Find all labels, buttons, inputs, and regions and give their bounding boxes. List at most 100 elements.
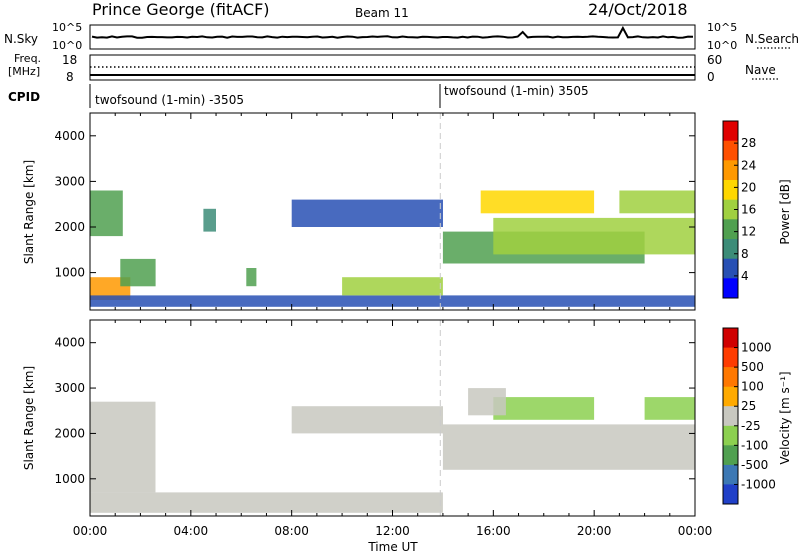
station-title: Prince George (fitACF) [92,0,270,19]
x-tick-label: 00:00 [73,524,108,538]
colorbar-tick-label: -25 [741,419,761,433]
colorbar-segment [723,239,738,260]
colorbar-tick-label: 1000 [741,341,772,355]
x-tick-label: 16:00 [476,524,511,538]
data-region [246,268,257,287]
colorbar-segment [723,464,738,485]
x-axis-label: Time UT [367,540,418,554]
cpid-label: CPID [8,90,40,104]
x-tick-label: 12:00 [375,524,410,538]
data-region [493,217,695,255]
velocity-colorbar: 1000 500 100 25 -25 -100 -500 -1000 [722,327,776,505]
power-panel: 1000 2000 3000 4000 Slant Range [km] 4 8 12 16… [22,112,792,311]
colorbar-tick-label: 25 [741,399,756,413]
data-region [342,277,443,296]
nsky-tick-bottom: 10^0 [52,39,82,52]
colorbar-segment [723,347,738,368]
freq-tick-bottom: 8 [66,70,74,84]
nave-tick-bottom: 0 [707,70,715,84]
cpid-segment-2: twofsound (1-min) 3505 [444,84,589,98]
nsky-label: N.Sky [4,32,38,46]
colorbar-tick-label: -500 [741,458,768,472]
power-x-ticks [89,113,696,310]
beam-label: Beam 11 [355,6,409,20]
colorbar-segment [723,445,738,466]
colorbar-tick-label: -1000 [741,477,776,491]
data-region [644,397,695,420]
data-region [90,492,443,513]
velocity-colorbar-label: Velocity [m s⁻¹] [778,371,792,464]
colorbar-segment [723,258,738,279]
y-tick-label: 2000 [54,220,85,234]
freq-label-line2: [MHz] [8,65,40,78]
colorbar-frame [722,327,739,505]
data-region [291,199,443,227]
nave-tick-top: 60 [707,53,722,67]
data-region [480,190,595,214]
colorbar-segment [723,367,738,388]
power-y-ticks: 1000 2000 3000 4000 [54,129,695,280]
colorbar-segment [723,219,738,240]
y-tick-label: 1000 [54,472,85,486]
nsearch-tick-top: 10^5 [707,21,737,34]
nsearch-tick-bottom: 10^0 [707,39,737,52]
data-region [120,258,156,287]
nave-label: Nave [745,63,776,77]
x-tick-label: 04:00 [174,524,209,538]
colorbar-tick-label: 16 [741,203,756,217]
power-colorbar: 4 8 12 16 20 24 28 [722,120,756,299]
colorbar-tick-label: 24 [741,158,756,172]
colorbar-tick-label: 12 [741,225,756,239]
nsky-panel: N.Sky 10^5 10^0 N.Search 10^5 10^0 [4,21,799,52]
velocity-cells [90,388,695,513]
power-colorbar-label: Power [dB] [778,179,792,244]
data-region [90,190,123,237]
x-tick-label: 20:00 [577,524,612,538]
data-region [90,401,156,493]
colorbar-segment [723,199,738,220]
colorbar-segment [723,140,738,161]
colorbar-segment [723,160,738,181]
nsky-tick-top: 10^5 [52,21,82,34]
data-region [619,190,695,214]
colorbar-segment [723,328,738,349]
data-region [90,295,695,307]
colorbar-tick-label: 28 [741,136,756,150]
colorbar-tick-label: 500 [741,360,764,374]
velocity-x-ticks [89,320,696,516]
y-tick-label: 1000 [54,266,85,280]
y-tick-label: 3000 [54,174,85,188]
y-tick-label: 2000 [54,426,85,440]
colorbar-tick-label: 8 [741,247,749,261]
data-region [203,208,216,232]
y-tick-label: 4000 [54,336,85,350]
y-tick-label: 3000 [54,381,85,395]
y-tick-label: 4000 [54,129,85,143]
colorbar-segment [723,121,738,142]
colorbar-tick-label: 100 [741,380,764,394]
colorbar-segment [723,386,738,407]
colorbar-segment [723,180,738,201]
nsky-series [91,25,694,39]
velocity-x-tick-labels: 00:00 04:00 08:00 12:00 16:00 20:00 00:00 [73,524,713,538]
cpid-segment-1: twofsound (1-min) -3505 [95,93,244,107]
x-tick-label: 00:00 [678,524,713,538]
colorbar-segment [723,425,738,446]
data-region [493,397,595,420]
date-label: 24/Oct/2018 [588,0,688,19]
cpid-row: CPID twofsound (1-min) -3505 twofsound (… [8,84,589,108]
power-y-axis-label: Slant Range [km] [22,160,36,264]
freq-panel: Freq. [MHz] 18 8 60 0 Nave [8,52,780,84]
nsky-frame [89,24,696,50]
data-region [90,277,131,300]
velocity-y-ticks: 1000 2000 3000 4000 [54,336,695,486]
power-cells [90,190,695,307]
freq-frame [89,54,696,81]
colorbar-segment [723,406,738,427]
velocity-y-axis-label: Slant Range [km] [22,366,36,470]
freq-label-line1: Freq. [14,52,41,65]
x-tick-label: 08:00 [274,524,309,538]
freq-tick-top: 18 [62,53,77,67]
colorbar-tick-label: 20 [741,180,756,194]
